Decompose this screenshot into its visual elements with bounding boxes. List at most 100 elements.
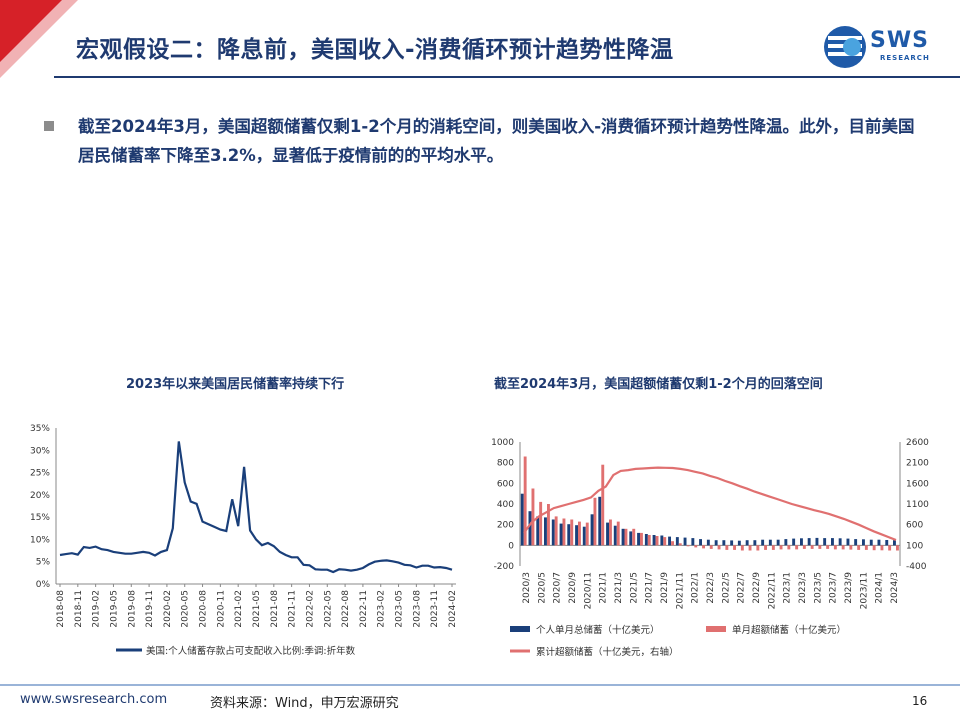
bar-total-savings xyxy=(753,540,757,546)
x-tick-label: 2019-11 xyxy=(145,590,155,628)
bar-excess-savings xyxy=(896,545,899,551)
bar-excess-savings xyxy=(748,545,752,551)
bar-excess-savings xyxy=(663,537,667,546)
bar-excess-savings xyxy=(671,541,674,546)
legend-label-total-savings: 个人单月总储蓄（十亿美元） xyxy=(536,624,660,636)
x-tick-label: 2022/1 xyxy=(691,572,701,604)
x-tick-label: 2023/3 xyxy=(798,572,808,604)
bar-excess-savings xyxy=(802,545,806,549)
bar-excess-savings xyxy=(733,545,736,550)
y-tick-label: 10% xyxy=(30,535,50,545)
savings-rate-line xyxy=(59,441,453,574)
bar-excess-savings xyxy=(570,519,574,546)
bar-total-savings xyxy=(706,539,710,546)
chart1-title: 2023年以来美国居民储蓄率持续下行 xyxy=(126,377,345,392)
x-tick-label: 2024/3 xyxy=(890,572,900,604)
x-tick-label: 2022-05 xyxy=(323,590,333,628)
bar-total-savings xyxy=(629,531,633,546)
x-tick-label: 2021/1 xyxy=(599,572,609,604)
bar-total-savings xyxy=(590,514,594,546)
y-tick-label: 15% xyxy=(30,513,50,523)
legend-label-cumulative: 累计超额储蓄（十亿美元，右轴） xyxy=(536,646,679,658)
bullet-square-icon xyxy=(44,121,54,131)
x-tick-label: 2018-11 xyxy=(74,590,84,628)
x-tick-label: 2023-11 xyxy=(430,590,440,628)
bar-excess-savings xyxy=(547,504,550,546)
bar-excess-savings xyxy=(826,545,830,549)
bar-excess-savings xyxy=(740,545,744,551)
x-tick-label: 2023-08 xyxy=(412,590,422,628)
bar-excess-savings xyxy=(694,545,698,548)
bar-excess-savings xyxy=(562,518,566,546)
logo-text: SWS xyxy=(870,28,929,53)
bar-excess-savings xyxy=(810,545,814,549)
bar-excess-savings xyxy=(640,532,643,546)
bar-total-savings xyxy=(644,534,648,546)
page-title: 宏观假设二：降息前，美国收入-消费循环预计趋势性降温 xyxy=(76,37,674,63)
y-tick-label: 20% xyxy=(30,491,50,501)
bar-excess-savings xyxy=(849,545,853,550)
bar-excess-savings xyxy=(795,545,799,550)
bar-excess-savings xyxy=(702,545,705,549)
x-tick-label: 2023-05 xyxy=(395,590,405,628)
bar-total-savings xyxy=(544,517,547,546)
right-y-tick-label: 2100 xyxy=(906,459,929,469)
bar-excess-savings xyxy=(678,543,682,546)
x-tick-label: 2022/9 xyxy=(752,572,762,604)
bar-total-savings xyxy=(893,540,896,546)
bar-total-savings xyxy=(745,540,749,546)
chart2-title: 截至2024年3月，美国超额储蓄仅剩1-2个月的回落空间 xyxy=(494,377,823,392)
x-tick-label: 2020/3 xyxy=(522,572,532,604)
bar-excess-savings xyxy=(632,528,636,546)
bar-total-savings xyxy=(792,538,796,546)
bar-total-savings xyxy=(846,538,850,546)
x-tick-label: 2018-08 xyxy=(56,590,66,628)
bar-total-savings xyxy=(660,535,664,546)
bar-excess-savings xyxy=(655,536,659,546)
x-tick-label: 2019-02 xyxy=(92,590,102,628)
bar-total-savings xyxy=(613,525,617,546)
bar-total-savings xyxy=(520,493,524,546)
y-tick-label: 5% xyxy=(36,558,51,568)
bar-total-savings xyxy=(559,523,563,546)
bar-total-savings xyxy=(815,537,819,546)
bar-excess-savings xyxy=(709,545,713,549)
sws-logo: SWS RESEARCH xyxy=(822,24,946,72)
bar-excess-savings xyxy=(880,545,884,551)
y-tick-label: 25% xyxy=(30,469,50,479)
bar-excess-savings xyxy=(717,545,721,550)
x-tick-label: 2023/7 xyxy=(829,572,839,604)
x-tick-label: 2020-02 xyxy=(163,590,173,628)
bar-total-savings xyxy=(699,539,702,546)
bar-excess-savings xyxy=(585,522,589,546)
bar-excess-savings xyxy=(818,545,822,549)
bar-total-savings xyxy=(877,539,881,546)
x-tick-label: 2020/11 xyxy=(583,572,593,609)
bar-total-savings xyxy=(831,538,834,546)
x-tick-label: 2022-11 xyxy=(359,590,369,628)
bar-total-savings xyxy=(800,538,803,546)
right-y-tick-label: -400 xyxy=(906,562,927,572)
bar-excess-savings xyxy=(764,545,767,550)
bar-total-savings xyxy=(776,539,780,546)
x-tick-label: 2022/3 xyxy=(706,572,716,604)
title-divider xyxy=(54,76,960,78)
right-y-tick-label: 600 xyxy=(906,521,923,531)
bar-excess-savings xyxy=(725,545,729,550)
bar-excess-savings xyxy=(841,545,845,550)
bar-excess-savings xyxy=(787,545,791,550)
legend-swatch-excess-savings xyxy=(706,626,726,632)
bar-total-savings xyxy=(528,511,532,546)
bar-excess-savings xyxy=(609,519,612,546)
bar-excess-savings xyxy=(888,545,892,551)
bar-total-savings xyxy=(551,519,555,546)
x-tick-label: 2022-02 xyxy=(305,590,315,628)
bar-excess-savings xyxy=(531,488,535,546)
x-tick-label: 2023/5 xyxy=(813,572,823,604)
footer-url[interactable]: www.swsresearch.com xyxy=(20,692,168,707)
x-tick-label: 2022/11 xyxy=(767,572,777,609)
x-tick-label: 2020/7 xyxy=(553,572,563,604)
bar-excess-savings xyxy=(616,521,620,546)
bar-total-savings xyxy=(714,540,718,546)
right-y-tick-label: 1100 xyxy=(906,500,929,510)
